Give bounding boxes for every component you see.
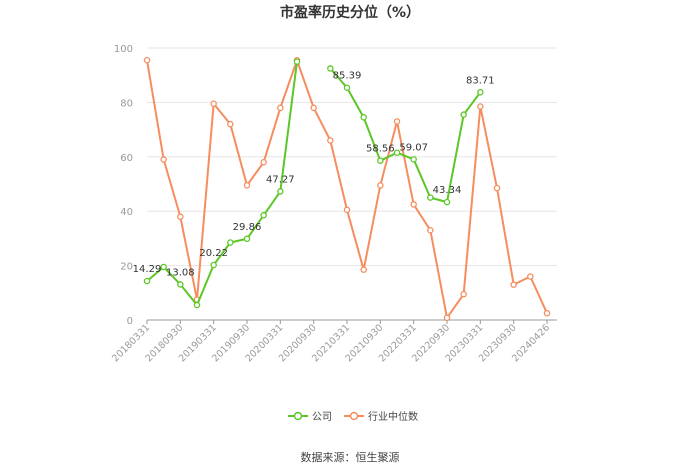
data-label: 43.34 xyxy=(433,185,462,196)
legend-company-label: 公司 xyxy=(312,412,332,423)
data-point[interactable] xyxy=(460,290,467,298)
data-point[interactable] xyxy=(360,266,367,273)
source-note: 数据来源：恒生聚源 xyxy=(301,450,400,464)
data-point[interactable] xyxy=(160,263,167,271)
data-point[interactable] xyxy=(210,100,217,108)
data-label: 14.29 xyxy=(133,264,162,275)
legend-industry-label: 行业中位数 xyxy=(368,410,418,423)
data-point[interactable] xyxy=(410,156,417,163)
data-point[interactable] xyxy=(443,314,451,322)
data-point[interactable] xyxy=(227,120,234,128)
legend[interactable]: 公司 行业中位数 xyxy=(288,410,418,423)
data-point[interactable] xyxy=(527,273,534,280)
legend-item-industry-median[interactable]: 行业中位数 xyxy=(344,410,418,423)
data-point[interactable] xyxy=(427,194,434,201)
data-point[interactable] xyxy=(227,239,234,246)
data-point[interactable] xyxy=(393,149,401,156)
data-label: 83.71 xyxy=(466,75,495,86)
data-label: 20.22 xyxy=(199,248,228,259)
data-point[interactable] xyxy=(243,235,251,243)
data-point[interactable] xyxy=(310,104,317,112)
series-industry-median xyxy=(143,56,551,322)
data-point[interactable] xyxy=(393,118,401,125)
series-layer xyxy=(143,56,551,322)
data-point[interactable] xyxy=(443,198,451,206)
data-point[interactable] xyxy=(377,157,384,164)
y-tick-label: 40 xyxy=(120,207,133,218)
data-point[interactable] xyxy=(510,281,517,288)
chart-title: 市盈率历史分位（%） xyxy=(280,4,420,21)
data-point[interactable] xyxy=(260,212,267,219)
data-point[interactable] xyxy=(343,84,351,91)
data-point[interactable] xyxy=(193,301,201,309)
data-point[interactable] xyxy=(360,114,367,121)
y-tick-label: 20 xyxy=(120,262,133,273)
data-point[interactable] xyxy=(143,56,151,64)
data-label: 29.86 xyxy=(233,222,262,233)
data-point[interactable] xyxy=(377,182,384,189)
data-point[interactable] xyxy=(477,103,484,110)
y-tick-label: 60 xyxy=(120,153,133,164)
data-point[interactable] xyxy=(143,277,151,285)
series-line xyxy=(146,61,482,307)
data-point[interactable] xyxy=(277,104,284,112)
legend-industry-marker xyxy=(349,411,359,421)
data-label: 85.39 xyxy=(333,71,362,82)
y-tick-label: 0 xyxy=(127,316,133,327)
data-point[interactable] xyxy=(543,309,551,317)
data-point[interactable] xyxy=(293,58,301,65)
data-label: 13.08 xyxy=(166,267,195,278)
data-point[interactable] xyxy=(177,281,184,288)
data-label: 58.56 xyxy=(366,144,395,155)
data-point[interactable] xyxy=(160,156,167,163)
data-point[interactable] xyxy=(477,89,484,96)
data-point[interactable] xyxy=(177,213,184,220)
data-point[interactable] xyxy=(243,182,251,189)
y-tick-label: 80 xyxy=(120,98,133,109)
legend-item-company[interactable]: 公司 xyxy=(288,411,332,423)
data-point[interactable] xyxy=(427,226,434,234)
legend-company-marker xyxy=(293,411,303,421)
data-point[interactable] xyxy=(210,261,217,269)
series-company xyxy=(143,58,484,309)
data-point[interactable] xyxy=(327,65,334,72)
data-label: 59.07 xyxy=(399,142,428,153)
data-point[interactable] xyxy=(343,206,351,214)
data-point[interactable] xyxy=(277,188,284,195)
y-tick-label: 100 xyxy=(114,44,133,55)
x-axis: 2018033120180930201903312019093020200331… xyxy=(110,319,557,364)
data-point[interactable] xyxy=(410,201,417,208)
data-labels: 14.29 13.08 20.22 29.86 47.27 85.39 58.56 59.07… xyxy=(133,71,495,279)
data-label: 47.27 xyxy=(266,174,295,185)
y-axis: 0 20 40 60 80 100 xyxy=(114,44,133,327)
data-point[interactable] xyxy=(493,184,501,192)
data-point[interactable] xyxy=(260,158,267,166)
data-point[interactable] xyxy=(327,137,334,144)
data-point[interactable] xyxy=(460,111,467,118)
